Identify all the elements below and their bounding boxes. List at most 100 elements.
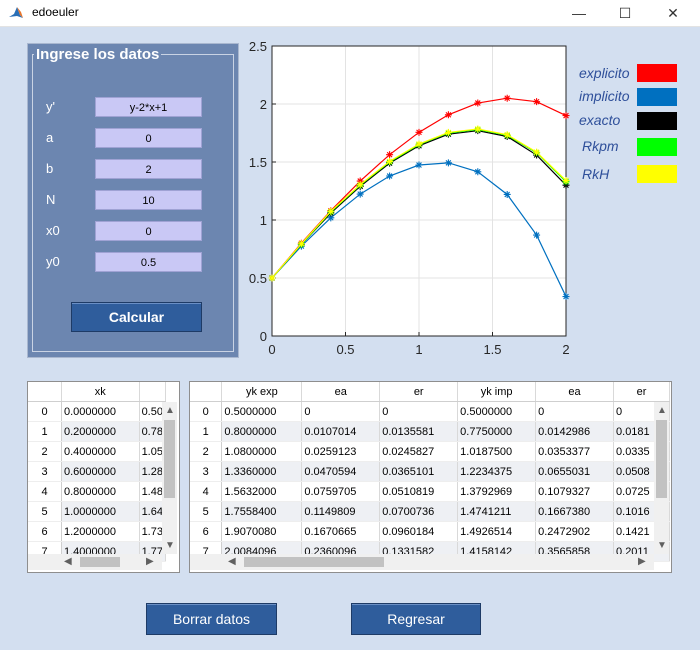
table-cell[interactable]: 1.4926514 bbox=[457, 521, 537, 542]
table-cell[interactable]: 0.78 bbox=[139, 421, 167, 442]
horizontal-scrollbar[interactable]: ◀ ▶ bbox=[28, 554, 162, 570]
table-cell[interactable]: 1.7558400 bbox=[221, 501, 303, 522]
input-x0[interactable]: 0 bbox=[95, 221, 202, 241]
calculate-button[interactable]: Calcular bbox=[71, 302, 202, 332]
column-header-yk-exp[interactable]: yk exp bbox=[221, 382, 303, 402]
table-cell[interactable]: 0.0353377 bbox=[535, 441, 615, 462]
scroll-down-icon[interactable]: ▼ bbox=[657, 540, 667, 551]
maximize-button[interactable]: ☐ bbox=[618, 5, 632, 21]
table-cell[interactable]: 1.3792969 bbox=[457, 481, 537, 502]
scroll-right-icon[interactable]: ▶ bbox=[638, 556, 646, 567]
table-cell[interactable]: 0.7750000 bbox=[457, 421, 537, 442]
table-cell[interactable]: 0.8000000 bbox=[61, 481, 140, 502]
input-a[interactable]: 0 bbox=[95, 128, 202, 148]
table-cell[interactable]: 1.0000000 bbox=[61, 501, 140, 522]
table-cell[interactable]: 0.0655031 bbox=[535, 461, 615, 482]
table-row[interactable]: 3 0.6000000 1.28 bbox=[28, 461, 167, 482]
table-cell[interactable]: 1.64 bbox=[139, 501, 167, 522]
back-button[interactable]: Regresar bbox=[351, 603, 481, 635]
table-row[interactable]: 2 1.0800000 0.0259123 0.0245827 1.0187500 0.0… bbox=[190, 441, 670, 462]
scroll-left-icon[interactable]: ◀ bbox=[228, 556, 236, 567]
table-cell[interactable]: 1.48 bbox=[139, 481, 167, 502]
table-cell[interactable]: 0.0365101 bbox=[379, 461, 459, 482]
scroll-thumb[interactable] bbox=[244, 557, 384, 567]
table-cell[interactable]: 1.2000000 bbox=[61, 521, 140, 542]
column-header-ea[interactable]: ea bbox=[535, 382, 615, 402]
column-header-xk[interactable]: xk bbox=[61, 382, 140, 402]
table-cell[interactable]: 0.0107014 bbox=[301, 421, 381, 442]
table-cell[interactable]: 0.0510819 bbox=[379, 481, 459, 502]
column-header[interactable] bbox=[139, 382, 167, 402]
scroll-down-icon[interactable]: ▼ bbox=[165, 540, 175, 551]
table-cell[interactable]: 0.5000000 bbox=[221, 401, 303, 422]
scroll-thumb[interactable] bbox=[656, 420, 667, 498]
table-row[interactable]: 1 0.2000000 0.78 bbox=[28, 421, 167, 442]
column-header-ea[interactable]: ea bbox=[301, 382, 381, 402]
table-row[interactable]: 0 0.0000000 0.50 bbox=[28, 401, 167, 422]
vertical-scrollbar[interactable]: ▲ ▼ bbox=[654, 402, 669, 554]
table-row[interactable]: 5 1.7558400 0.1149809 0.0700736 1.4741211 0.1… bbox=[190, 501, 670, 522]
scroll-thumb[interactable] bbox=[80, 557, 120, 567]
column-header-er[interactable]: er bbox=[379, 382, 459, 402]
table-cell[interactable]: 1.05 bbox=[139, 441, 167, 462]
table-cell[interactable]: 1.9070080 bbox=[221, 521, 303, 542]
input-dy[interactable]: y-2*x+1 bbox=[95, 97, 202, 117]
table-cell[interactable]: 0.0470594 bbox=[301, 461, 381, 482]
table-row[interactable]: 0 0.5000000 0 0 0.5000000 0 0 bbox=[190, 401, 670, 422]
table-cell[interactable]: 0.1670665 bbox=[301, 521, 381, 542]
input-n[interactable]: 10 bbox=[95, 190, 202, 210]
table-row[interactable]: 1 0.8000000 0.0107014 0.0135581 0.7750000 0.0… bbox=[190, 421, 670, 442]
table-row[interactable]: 3 1.3360000 0.0470594 0.0365101 1.2234375 0.0… bbox=[190, 461, 670, 482]
table-cell[interactable]: 1.5632000 bbox=[221, 481, 303, 502]
table-row[interactable]: 6 1.2000000 1.73 bbox=[28, 521, 167, 542]
scroll-thumb[interactable] bbox=[164, 420, 175, 498]
table-cell[interactable]: 0.0181 bbox=[613, 421, 670, 442]
scroll-right-icon[interactable]: ▶ bbox=[146, 556, 154, 567]
table-cell[interactable]: 0.0700736 bbox=[379, 501, 459, 522]
table-row[interactable]: 4 0.8000000 1.48 bbox=[28, 481, 167, 502]
table-cell[interactable]: 0.0142986 bbox=[535, 421, 615, 442]
table-cell[interactable]: 0.4000000 bbox=[61, 441, 140, 462]
scroll-up-icon[interactable]: ▲ bbox=[657, 405, 667, 416]
table-cell[interactable]: 0.0960184 bbox=[379, 521, 459, 542]
column-header-yk-imp[interactable]: yk imp bbox=[457, 382, 537, 402]
table-cell[interactable]: 0.1079327 bbox=[535, 481, 615, 502]
table-cell[interactable]: 1.0187500 bbox=[457, 441, 537, 462]
table-cell[interactable]: 0 bbox=[379, 401, 459, 422]
table-cell[interactable]: 0.2472902 bbox=[535, 521, 615, 542]
table-cell[interactable]: 1.28 bbox=[139, 461, 167, 482]
xk-table[interactable]: xk 0 0.0000000 0.50 1 0.2000000 0.78 2 0.4000… bbox=[27, 381, 180, 573]
column-header-er[interactable]: er bbox=[613, 382, 670, 402]
table-cell[interactable]: 0 bbox=[301, 401, 381, 422]
table-row[interactable]: 2 0.4000000 1.05 bbox=[28, 441, 167, 462]
input-b[interactable]: 2 bbox=[95, 159, 202, 179]
input-y0[interactable]: 0.5 bbox=[95, 252, 202, 272]
table-cell[interactable]: 0.0000000 bbox=[61, 401, 140, 422]
table-row[interactable]: 6 1.9070080 0.1670665 0.0960184 1.4926514 0.2… bbox=[190, 521, 670, 542]
scroll-up-icon[interactable]: ▲ bbox=[165, 405, 175, 416]
table-cell[interactable]: 0.5000000 bbox=[457, 401, 537, 422]
results-table[interactable]: yk exp ea er yk imp ea er 0 0.5000000 0 0 0.50000… bbox=[189, 381, 672, 573]
minimize-button[interactable]: — bbox=[572, 5, 586, 21]
close-button[interactable]: ✕ bbox=[667, 5, 679, 21]
table-cell[interactable]: 0.1149809 bbox=[301, 501, 381, 522]
scroll-left-icon[interactable]: ◀ bbox=[64, 556, 72, 567]
table-cell[interactable]: 0.0135581 bbox=[379, 421, 459, 442]
table-cell[interactable]: 0 bbox=[535, 401, 615, 422]
table-cell[interactable]: 0.6000000 bbox=[61, 461, 140, 482]
table-row[interactable]: 4 1.5632000 0.0759705 0.0510819 1.3792969 0.1… bbox=[190, 481, 670, 502]
table-cell[interactable]: 1.4741211 bbox=[457, 501, 537, 522]
table-cell[interactable]: 0.0245827 bbox=[379, 441, 459, 462]
table-cell[interactable]: 0.1667380 bbox=[535, 501, 615, 522]
table-cell[interactable]: 0.0259123 bbox=[301, 441, 381, 462]
table-row[interactable]: 5 1.0000000 1.64 bbox=[28, 501, 167, 522]
table-cell[interactable]: 1.2234375 bbox=[457, 461, 537, 482]
vertical-scrollbar[interactable]: ▲ ▼ bbox=[162, 402, 177, 554]
table-cell[interactable]: 0.0759705 bbox=[301, 481, 381, 502]
table-cell[interactable]: 1.3360000 bbox=[221, 461, 303, 482]
horizontal-scrollbar[interactable]: ◀ ▶ bbox=[190, 554, 654, 570]
table-cell[interactable]: 1.0800000 bbox=[221, 441, 303, 462]
clear-data-button[interactable]: Borrar datos bbox=[146, 603, 277, 635]
table-cell[interactable]: 0.2000000 bbox=[61, 421, 140, 442]
table-cell[interactable]: 0.8000000 bbox=[221, 421, 303, 442]
